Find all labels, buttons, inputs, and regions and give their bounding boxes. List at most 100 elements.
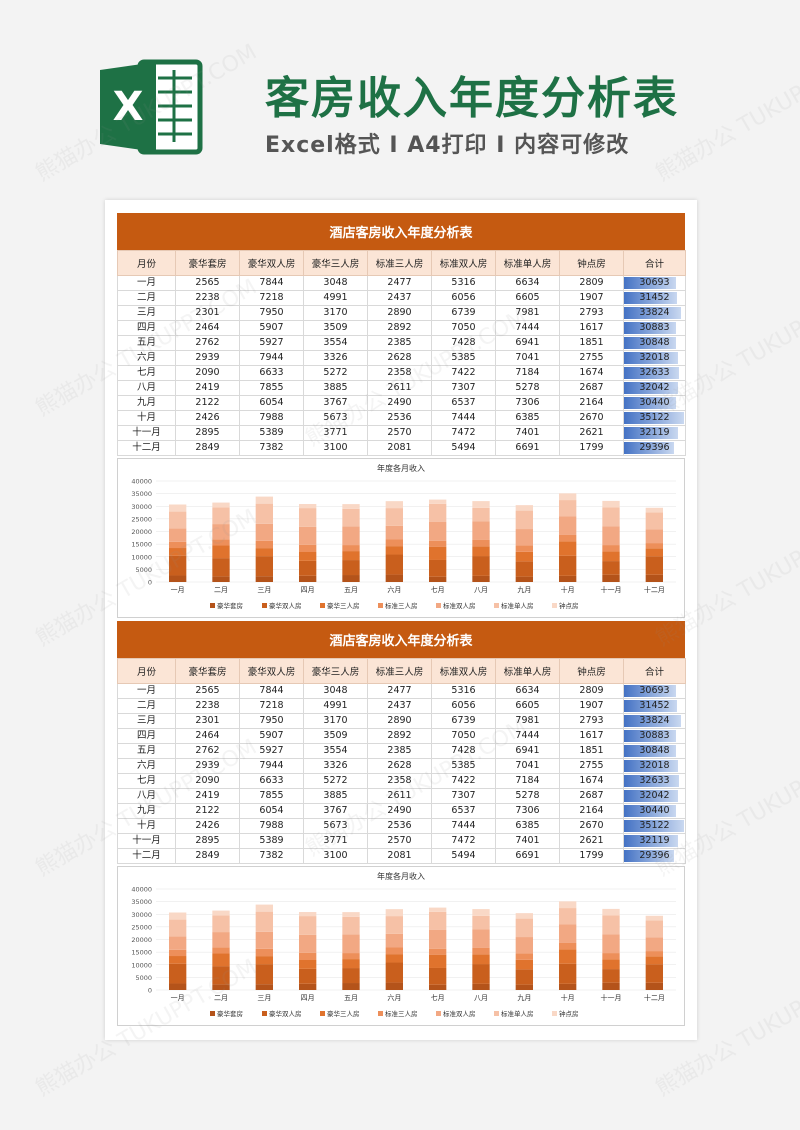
table-cell: 5927 [239, 743, 304, 759]
x-tick-label: 七月 [431, 585, 445, 594]
bar-segment [602, 915, 620, 935]
bar-segment [212, 910, 230, 916]
x-tick-label: 一月 [171, 586, 185, 594]
legend-swatch [494, 603, 499, 608]
table-cell: 5389 [239, 425, 304, 441]
table-cell: 7444 [495, 728, 560, 744]
legend-swatch [262, 603, 267, 608]
table-cell: 7988 [239, 410, 304, 426]
table-row: 六月 2939 7944 3326 2628 5385 7041 2755 32018 [117, 758, 686, 774]
table-cell: 2890 [367, 305, 432, 321]
table-cell: 6537 [431, 803, 496, 819]
table-cell: 5316 [431, 683, 496, 699]
table-cell: 1851 [559, 335, 624, 351]
table-cell: 6054 [239, 803, 304, 819]
bar-segment [299, 934, 317, 953]
chart-svg: 年度各月收入 0 5000 10000 15000 20000 25000 30000 3500… [131, 871, 676, 1018]
table-cell: 5673 [303, 410, 368, 426]
total-value: 29396 [639, 442, 670, 453]
bar-segment [645, 529, 663, 544]
bar-segment [385, 508, 403, 526]
table-cell: 6739 [431, 713, 496, 729]
total-value: 30883 [639, 322, 670, 333]
legend-swatch [552, 1011, 557, 1016]
table-cell: 6941 [495, 335, 560, 351]
table-cell: 3885 [303, 788, 368, 804]
legend-swatch [436, 603, 441, 608]
legend-label: 豪华双人房 [269, 601, 302, 610]
x-tick-label: 八月 [474, 586, 488, 594]
table-cell: 2687 [559, 788, 624, 804]
bar-segment [515, 969, 533, 985]
table-cell: 7944 [239, 758, 304, 774]
legend-label: 标准双人房 [443, 1009, 476, 1018]
bar-segment [385, 962, 403, 983]
total-data-bar [624, 760, 679, 772]
total-data-bar [624, 292, 678, 304]
table-row: 八月 2419 7855 3885 2611 7307 5278 2687 32042 [117, 788, 686, 804]
total-cell: 32119 [623, 833, 686, 849]
bar-segment [169, 575, 187, 582]
total-value: 31452 [639, 700, 670, 711]
table-cell: 5927 [239, 335, 304, 351]
table-cell: 3326 [303, 758, 368, 774]
table-cell: 1851 [559, 743, 624, 759]
table-cell: 6633 [239, 773, 304, 789]
total-data-bar [624, 382, 679, 394]
bar-segment [559, 534, 577, 542]
table-cell: 3767 [303, 803, 368, 819]
table-row: 九月 2122 6054 3767 2490 6537 7306 2164 30440 [117, 803, 686, 819]
table-cell: 6537 [431, 395, 496, 411]
bar-segment [472, 947, 490, 955]
bar-segment [385, 574, 403, 582]
table-row: 九月 2122 6054 3767 2490 6537 7306 2164 30440 [117, 395, 686, 411]
table-cell: 7855 [239, 380, 304, 396]
table-cell: 7050 [431, 320, 496, 336]
bar-segment [212, 507, 230, 525]
column-header: 豪华三人房 [303, 658, 368, 684]
table-row: 十月 2426 7988 5673 2536 7444 6385 2670 35122 [117, 410, 686, 426]
table-cell: 6605 [495, 698, 560, 714]
bar-segment [299, 552, 317, 561]
table-cell: 7444 [431, 410, 496, 426]
table-cell: 7950 [239, 305, 304, 321]
table-cell: 7428 [431, 743, 496, 759]
table-cell: 八月 [117, 788, 176, 804]
bar-segment [645, 574, 663, 582]
table-cell: 2385 [367, 335, 432, 351]
bar-segment [602, 500, 620, 508]
bar-segment [255, 984, 273, 990]
column-header: 合计 [623, 250, 686, 276]
legend-swatch [320, 1011, 325, 1016]
bar-segment [212, 915, 230, 933]
bar-segment [602, 526, 620, 546]
table-cell: 7184 [495, 365, 560, 381]
table-row: 十一月 2895 5389 3771 2570 7472 7401 2621 32119 [117, 425, 686, 441]
column-header: 合计 [623, 658, 686, 684]
bar-segment [169, 949, 187, 957]
table-cell: 6605 [495, 290, 560, 306]
bar-segment [559, 908, 577, 925]
table-cell: 2426 [175, 410, 240, 426]
table-cell: 2611 [367, 788, 432, 804]
table-cell: 5385 [431, 350, 496, 366]
table-cell: 3767 [303, 395, 368, 411]
bar-segment [559, 924, 577, 943]
table-cell: 四月 [117, 728, 176, 744]
table-cell: 3554 [303, 743, 368, 759]
page-subtitle: Excel格式 I A4打印 I 内容可修改 [265, 133, 630, 158]
legend-label: 标准双人房 [443, 601, 476, 610]
bar-segment [299, 983, 317, 990]
table-title: 酒店客房收入年度分析表 [117, 621, 685, 658]
total-value: 35122 [639, 412, 670, 423]
total-value: 32633 [639, 367, 670, 378]
total-value: 32119 [639, 835, 670, 846]
x-tick-label: 十月 [561, 585, 575, 594]
table-cell: 二月 [117, 290, 176, 306]
total-data-bar [624, 700, 678, 712]
total-value: 32018 [639, 352, 670, 363]
table-cell: 2238 [175, 290, 240, 306]
y-tick-label: 30000 [131, 911, 152, 919]
table-cell: 6634 [495, 275, 560, 291]
table-cell: 7422 [431, 365, 496, 381]
